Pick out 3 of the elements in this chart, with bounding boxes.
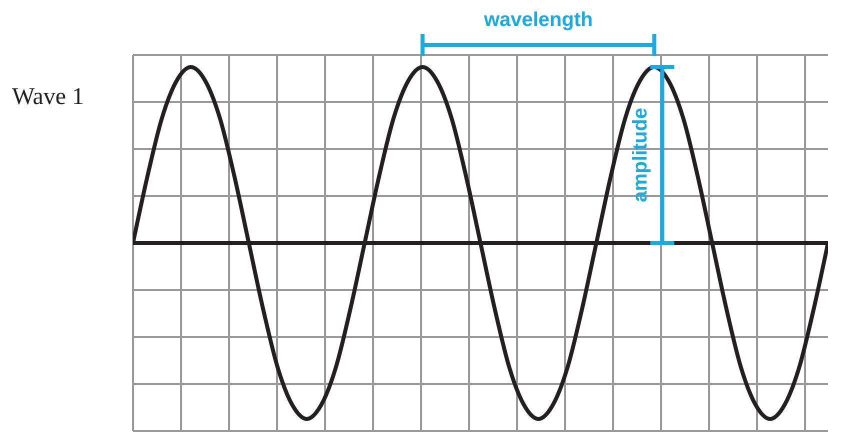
annotation: amplitude: [629, 108, 652, 202]
text: wavelength: [482, 9, 593, 31]
text: Wave 1: [12, 84, 84, 111]
